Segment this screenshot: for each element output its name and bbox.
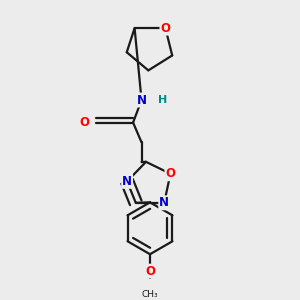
Text: CH₃: CH₃ bbox=[142, 290, 158, 299]
Text: O: O bbox=[165, 167, 176, 180]
Text: O: O bbox=[145, 265, 155, 278]
Text: N: N bbox=[136, 94, 146, 106]
Text: N: N bbox=[159, 196, 169, 209]
Text: H: H bbox=[158, 95, 167, 105]
Text: O: O bbox=[160, 22, 170, 34]
Text: N: N bbox=[122, 175, 132, 188]
Text: O: O bbox=[80, 116, 89, 129]
